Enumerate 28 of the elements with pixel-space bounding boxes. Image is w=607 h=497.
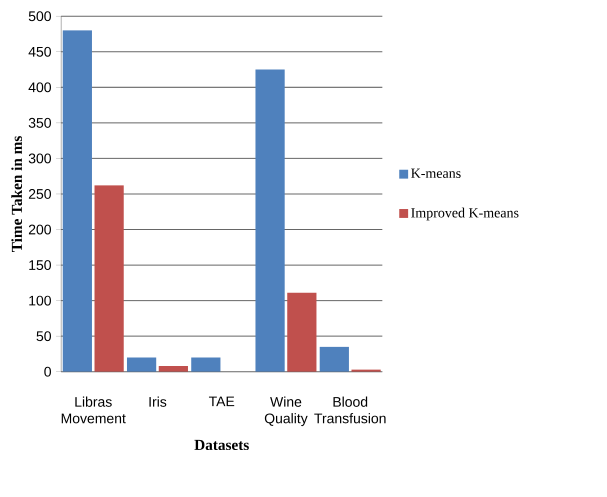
x-tick-label: Blood Transfusion <box>314 396 386 424</box>
bar <box>126 358 156 372</box>
bar <box>255 70 285 372</box>
bar <box>320 347 349 372</box>
x-tick-label: TAE <box>208 396 234 406</box>
legend-label: K-means <box>411 168 461 178</box>
legend-label: Improved K-means <box>411 208 518 221</box>
y-tick-label: 50 <box>36 331 51 342</box>
x-tick-label: Iris <box>149 396 166 408</box>
y-tick-label: 100 <box>29 296 51 306</box>
y-axis-title: Time Taken in ms <box>11 136 22 252</box>
bar <box>62 30 92 372</box>
x-tick-label: Wine Quality <box>264 396 308 426</box>
bar <box>287 293 316 372</box>
y-tick-label: 200 <box>28 224 51 235</box>
y-tick-label: 350 <box>28 118 51 128</box>
bar <box>94 186 124 372</box>
y-tick-label: 300 <box>28 154 51 164</box>
y-tick-label: 450 <box>28 47 51 57</box>
y-tick-label: 150 <box>29 260 51 270</box>
bar <box>191 358 220 372</box>
y-tick-label: 0 <box>44 367 51 377</box>
y-tick-label: 400 <box>28 82 51 92</box>
bar <box>158 366 188 372</box>
y-tick-label: 250 <box>28 189 51 200</box>
x-tick-label: Libras Movement <box>62 396 126 424</box>
x-axis-title: Datasets <box>194 440 249 450</box>
y-tick-label: 500 <box>28 11 51 22</box>
